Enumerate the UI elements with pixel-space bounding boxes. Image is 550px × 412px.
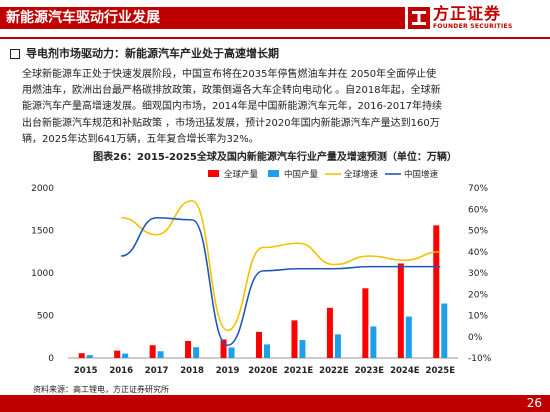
- legend-swatch: [208, 170, 219, 177]
- y-left-tick-label: 2000: [31, 184, 54, 194]
- y-right-tick-label: 10%: [468, 312, 488, 322]
- y-right-tick-label: 60%: [468, 205, 488, 215]
- paragraph-line: 全球新能源车正处于快速发展阶段，中国宣布将在2035年停售燃油车并在 2050年…: [22, 69, 437, 80]
- legend-label: 全球增速: [344, 169, 379, 180]
- bar-china: [299, 340, 306, 358]
- x-tick-label: 2020E: [248, 366, 278, 376]
- header-divider: [0, 37, 550, 39]
- bar-global: [185, 341, 192, 358]
- y-right-tick-label: 20%: [468, 290, 488, 300]
- bar-china: [122, 353, 129, 358]
- y-right-tick-label: -10%: [468, 354, 492, 364]
- header-bar: 新能源汽车驱动行业发展 方正证券 FOUNDER SECURITIES: [0, 0, 550, 37]
- section-heading-text: 导电剂市场驱动力：新能源汽车产业处于高速增长期: [26, 47, 279, 60]
- x-tick-label: 2016: [109, 366, 133, 376]
- header-title-block: 新能源汽车驱动行业发展: [0, 7, 405, 29]
- page-title: 新能源汽车驱动行业发展: [6, 10, 160, 26]
- line-china-growth: [121, 216, 441, 347]
- founder-logo-icon: [408, 7, 430, 29]
- line-global-growth: [121, 199, 441, 332]
- x-tick-label: 2017: [145, 366, 169, 376]
- bar-global: [362, 288, 369, 358]
- legend-label: 中国产量: [284, 169, 319, 180]
- y-right-tick-label: 70%: [468, 184, 488, 194]
- x-tick-label: 2015: [74, 366, 98, 376]
- x-tick-label: 2024E: [390, 366, 420, 376]
- bar-global: [149, 345, 156, 358]
- bar-global: [433, 225, 440, 358]
- page-number: 26: [526, 396, 542, 410]
- x-tick-label: 2023E: [355, 366, 385, 376]
- paragraph-line: 用燃油车，欧洲出台最严格碳排放政策，政策倒逼各大车企转向电动化 。自2018年起…: [22, 85, 441, 97]
- bar-china: [405, 316, 412, 358]
- square-bullet-icon: [10, 49, 20, 59]
- legend-label: 全球产量: [224, 169, 259, 180]
- legend-swatch: [268, 170, 279, 177]
- paragraph-line: 能源汽车产量高增速发展。细观国内市场，2014年是中国新能源汽车元年，2016-…: [22, 101, 442, 113]
- y-right-tick-label: 0%: [468, 333, 483, 343]
- logo-english: FOUNDER SECURITIES: [433, 23, 513, 30]
- y-right-tick-label: 30%: [468, 269, 488, 279]
- paragraph-line: 辆，2025年达到641万辆，五年复合增长率为32%。: [22, 133, 259, 145]
- legend-label: 中国增速: [404, 169, 439, 180]
- bar-global: [220, 339, 227, 358]
- bar-global: [114, 350, 121, 358]
- y-left-tick-label: 500: [37, 312, 54, 322]
- bar-china: [441, 303, 448, 358]
- x-tick-label: 2022E: [319, 366, 349, 376]
- bar-china: [264, 344, 270, 358]
- bar-global: [397, 263, 404, 358]
- figure-title: 图表26：2015-2025全球及国内新能源汽车行业产量及增速预测（单位：万辆）: [93, 152, 457, 163]
- x-tick-label: 2018: [180, 366, 204, 376]
- y-left-tick-label: 1500: [31, 227, 54, 237]
- y-left-tick-label: 1000: [31, 269, 54, 279]
- bar-china: [193, 347, 200, 358]
- bar-china: [157, 351, 164, 358]
- bar-china: [228, 347, 235, 358]
- bar-global: [326, 307, 333, 358]
- y-left-tick-label: 0: [48, 354, 54, 364]
- bar-china: [334, 334, 341, 358]
- footer-bar: 26: [0, 395, 550, 412]
- bar-china: [370, 326, 377, 358]
- source-note: 资料来源：高工锂电，方正证券研究所: [33, 385, 169, 394]
- body-paragraph: 全球新能源车正处于快速发展阶段，中国宣布将在2035年停售燃油车并在 2050年…: [22, 67, 542, 148]
- bar-global: [291, 320, 298, 358]
- x-tick-label: 2019: [216, 366, 240, 376]
- production-growth-chart: 0 500 1000 1500 2000 -10% 0% 10% 20% 30% 40% 50% 60%…: [31, 169, 492, 376]
- bar-china: [86, 355, 93, 358]
- paragraph-line: 出台新能源汽车规范和补贴政策 ，市场迅猛发展，预计2020年国内新能源汽车产量达…: [22, 117, 440, 129]
- bar-global: [78, 353, 85, 358]
- bar-global: [256, 331, 262, 358]
- x-tick-label: 2021E: [284, 366, 314, 376]
- x-tick-label: 2025E: [426, 366, 456, 376]
- y-right-tick-label: 40%: [468, 248, 488, 258]
- y-right-tick-label: 50%: [468, 227, 488, 237]
- logo-name: 方正证券: [433, 4, 502, 23]
- logo: 方正证券 FOUNDER SECURITIES: [408, 5, 544, 33]
